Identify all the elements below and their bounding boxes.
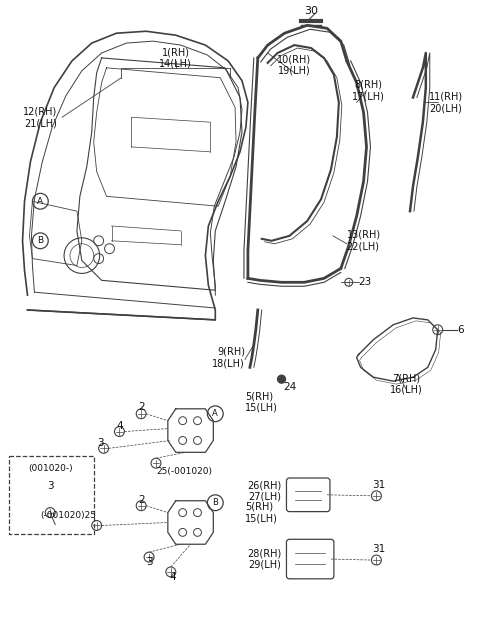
Circle shape — [277, 375, 286, 383]
Text: A: A — [213, 409, 218, 418]
Text: 2: 2 — [138, 402, 144, 412]
Text: 12(RH)
21(LH): 12(RH) 21(LH) — [23, 107, 58, 128]
Text: (001020-): (001020-) — [28, 463, 72, 473]
Text: 4: 4 — [169, 572, 176, 582]
Text: 9(RH)
18(LH): 9(RH) 18(LH) — [212, 347, 245, 368]
Text: B: B — [212, 498, 218, 507]
Text: 8(RH)
17(LH): 8(RH) 17(LH) — [352, 80, 385, 101]
Text: 11(RH)
20(LH): 11(RH) 20(LH) — [429, 91, 463, 113]
Text: A: A — [37, 197, 43, 205]
Text: 3: 3 — [146, 557, 152, 567]
Text: B: B — [37, 236, 43, 246]
Text: 7(RH)
16(LH): 7(RH) 16(LH) — [390, 373, 422, 395]
Text: 30: 30 — [304, 6, 318, 17]
Text: 31: 31 — [372, 544, 385, 554]
Text: 26(RH)
27(LH): 26(RH) 27(LH) — [247, 480, 281, 502]
Text: (-001020)25: (-001020)25 — [41, 511, 96, 520]
Text: 1(RH)
14(LH): 1(RH) 14(LH) — [159, 47, 192, 68]
Text: 13(RH)
22(LH): 13(RH) 22(LH) — [347, 230, 381, 252]
Text: 3: 3 — [97, 439, 104, 449]
Text: 25(-001020): 25(-001020) — [156, 466, 212, 476]
Text: 31: 31 — [372, 480, 385, 490]
Text: 24: 24 — [283, 382, 296, 392]
Text: 3: 3 — [47, 481, 54, 491]
Text: 5(RH)
15(LH): 5(RH) 15(LH) — [245, 502, 278, 523]
Text: 5(RH)
15(LH): 5(RH) 15(LH) — [245, 391, 278, 413]
Text: 4: 4 — [116, 421, 123, 431]
Text: 6: 6 — [457, 325, 464, 335]
Text: 2: 2 — [138, 495, 144, 505]
Text: 10(RH)
19(LH): 10(RH) 19(LH) — [277, 54, 312, 76]
Text: 23: 23 — [359, 277, 372, 288]
Text: 28(RH)
29(LH): 28(RH) 29(LH) — [247, 549, 281, 570]
